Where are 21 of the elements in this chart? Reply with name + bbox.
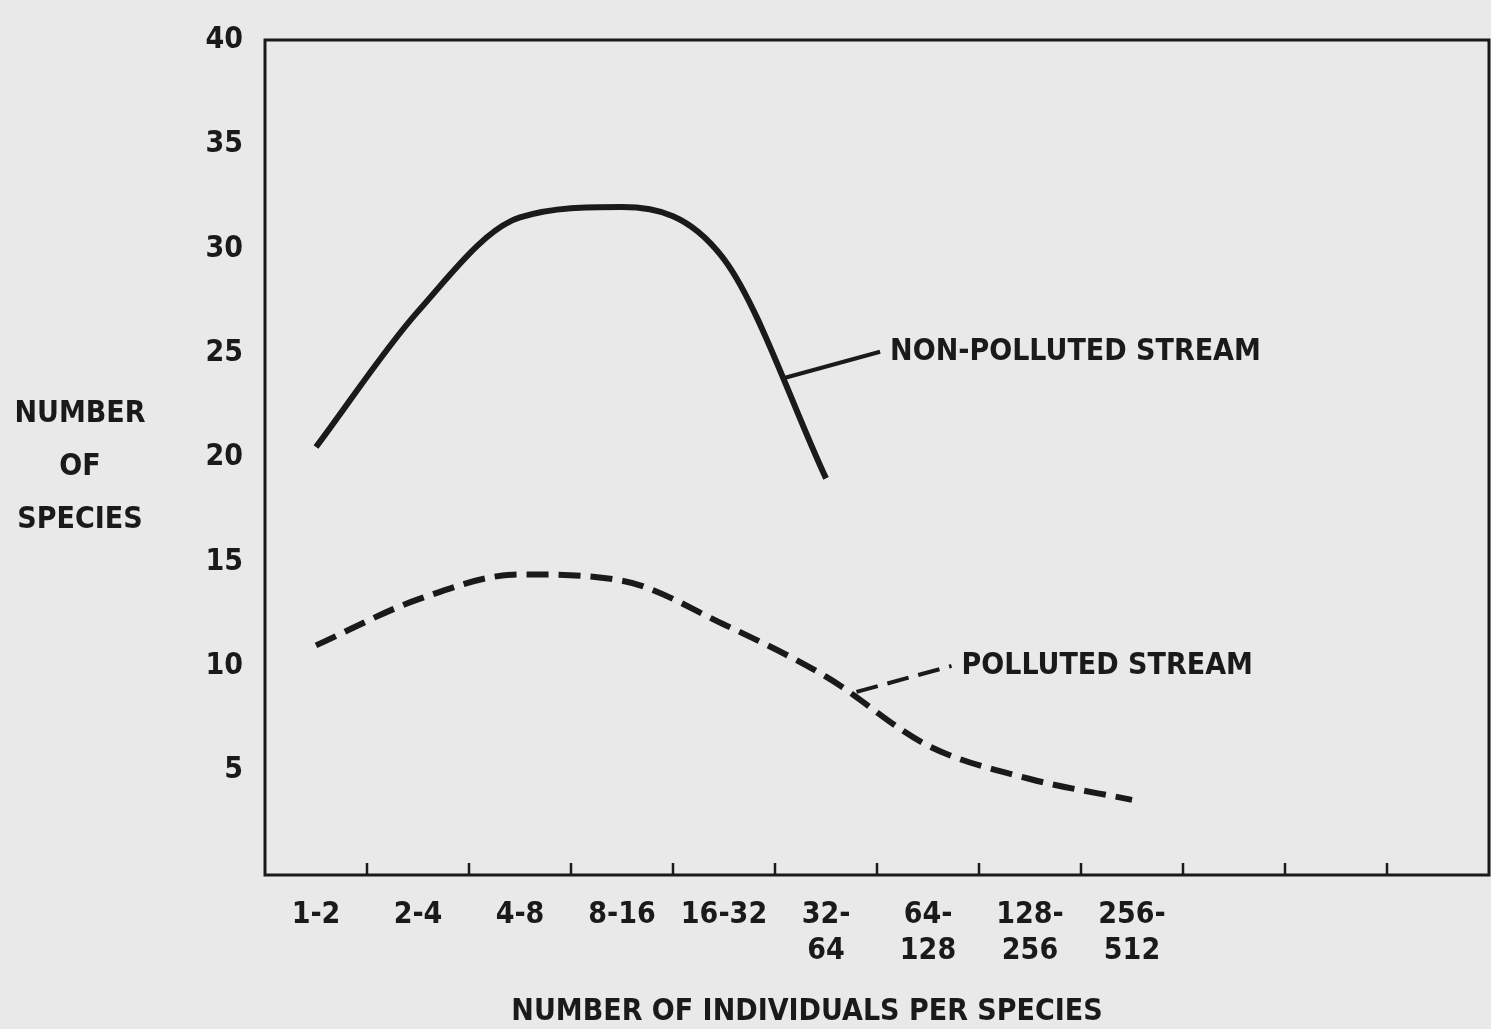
- x-axis-title: NUMBER OF INDIVIDUALS PER SPECIES: [511, 992, 1103, 1027]
- legend-label: NON-POLLUTED STREAM: [890, 331, 1261, 367]
- x-tick-label: 32-64: [801, 894, 851, 966]
- y-axis-title: NUMBER OF SPECIES: [14, 394, 146, 535]
- y-tick-label: 40: [205, 19, 243, 55]
- y-tick-label: 35: [205, 124, 243, 160]
- y-tick-label: 15: [205, 541, 243, 577]
- x-tick-label: 1-2: [291, 894, 341, 930]
- x-tick-label: 256-512: [1098, 894, 1166, 966]
- y-tick-label: 10: [205, 646, 243, 682]
- x-tick-label: 4-8: [495, 894, 545, 930]
- x-tick-label: 2-4: [393, 894, 443, 930]
- x-tick-label: 64-128: [899, 894, 957, 966]
- legend-label: POLLUTED STREAM: [961, 645, 1253, 681]
- y-tick-label: 20: [205, 437, 243, 473]
- y-tick-label: 25: [205, 332, 243, 368]
- y-tick-label: 5: [224, 750, 243, 786]
- x-tick-label: 8-16: [588, 894, 656, 930]
- y-tick-label: 30: [205, 228, 243, 264]
- x-tick-label: 16-32: [680, 894, 768, 930]
- x-tick-label: 128-256: [996, 894, 1064, 966]
